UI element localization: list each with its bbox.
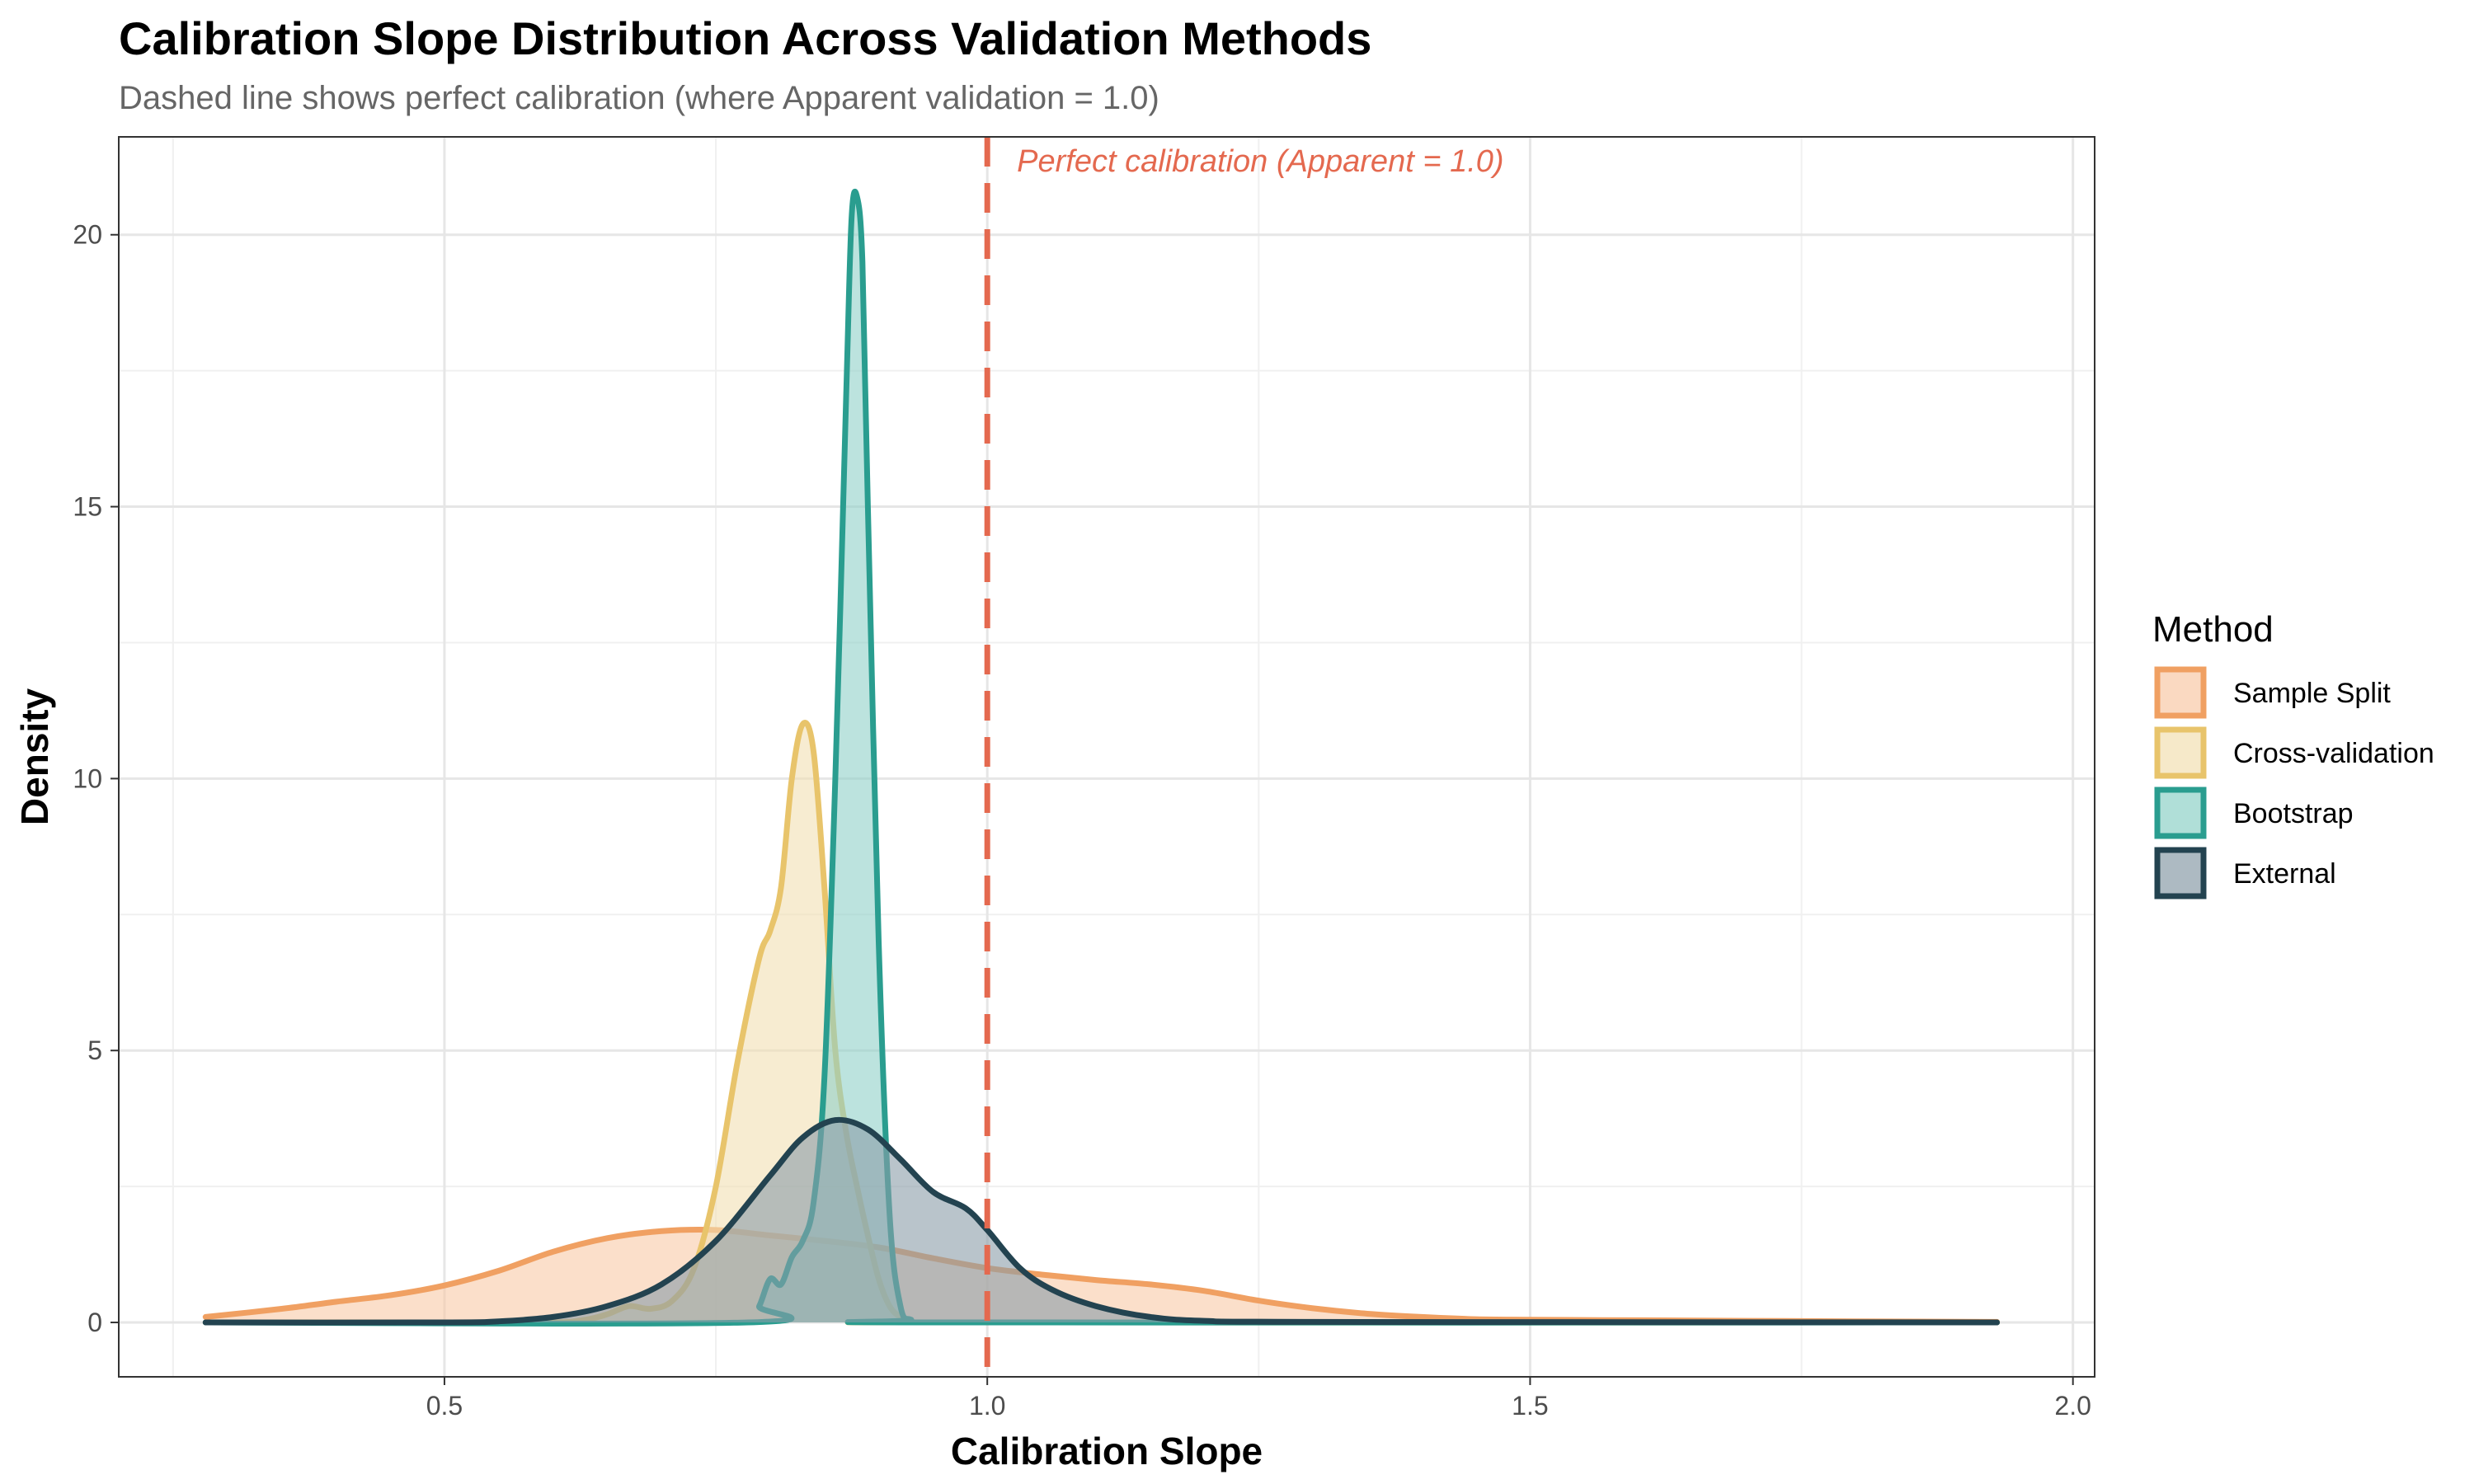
plot-border <box>118 136 2095 1378</box>
y-tick-label: 15 <box>73 492 102 522</box>
legend-key-sample-split <box>2154 666 2207 719</box>
y-axis: 0 5 10 15 20 <box>73 220 119 1337</box>
x-tick-label: 1.5 <box>1512 1391 1548 1421</box>
x-tick-label: 0.5 <box>426 1391 463 1421</box>
chart-title: Calibration Slope Distribution Across Va… <box>119 12 1371 64</box>
reference-line-layer: Perfect calibration (Apparent = 1.0) <box>984 137 1504 1377</box>
x-tick-label: 1.0 <box>969 1391 1005 1421</box>
x-axis-title: Calibration Slope <box>951 1430 1263 1472</box>
y-axis-title: Density <box>13 688 56 826</box>
legend-label: Sample Split <box>2233 678 2391 709</box>
legend-key-bootstrap <box>2154 787 2207 839</box>
legend-key-external <box>2154 847 2207 899</box>
legend-label: External <box>2233 858 2336 890</box>
legend: Method Sample Split Cross-validation Boots… <box>2152 609 2434 899</box>
x-axis: 0.5 1.0 1.5 2.0 <box>426 1377 2091 1421</box>
x-tick-label: 2.0 <box>2054 1391 2091 1421</box>
y-tick-label: 10 <box>73 763 102 793</box>
density-layer <box>202 188 2000 1327</box>
y-tick-label: 20 <box>73 220 102 250</box>
density-line-external <box>202 1116 2000 1326</box>
perfect-calibration-annotation: Perfect calibration (Apparent = 1.0) <box>1017 144 1503 179</box>
legend-title: Method <box>2152 609 2274 650</box>
y-tick-label: 5 <box>87 1036 102 1065</box>
chart-subtitle: Dashed line shows perfect calibration (w… <box>119 80 1159 116</box>
y-tick-label: 0 <box>87 1308 102 1337</box>
legend-key-cross-validation <box>2154 726 2207 779</box>
plot-panel <box>119 137 2095 1377</box>
legend-label: Cross-validation <box>2233 738 2434 769</box>
legend-label: Bootstrap <box>2233 798 2354 829</box>
